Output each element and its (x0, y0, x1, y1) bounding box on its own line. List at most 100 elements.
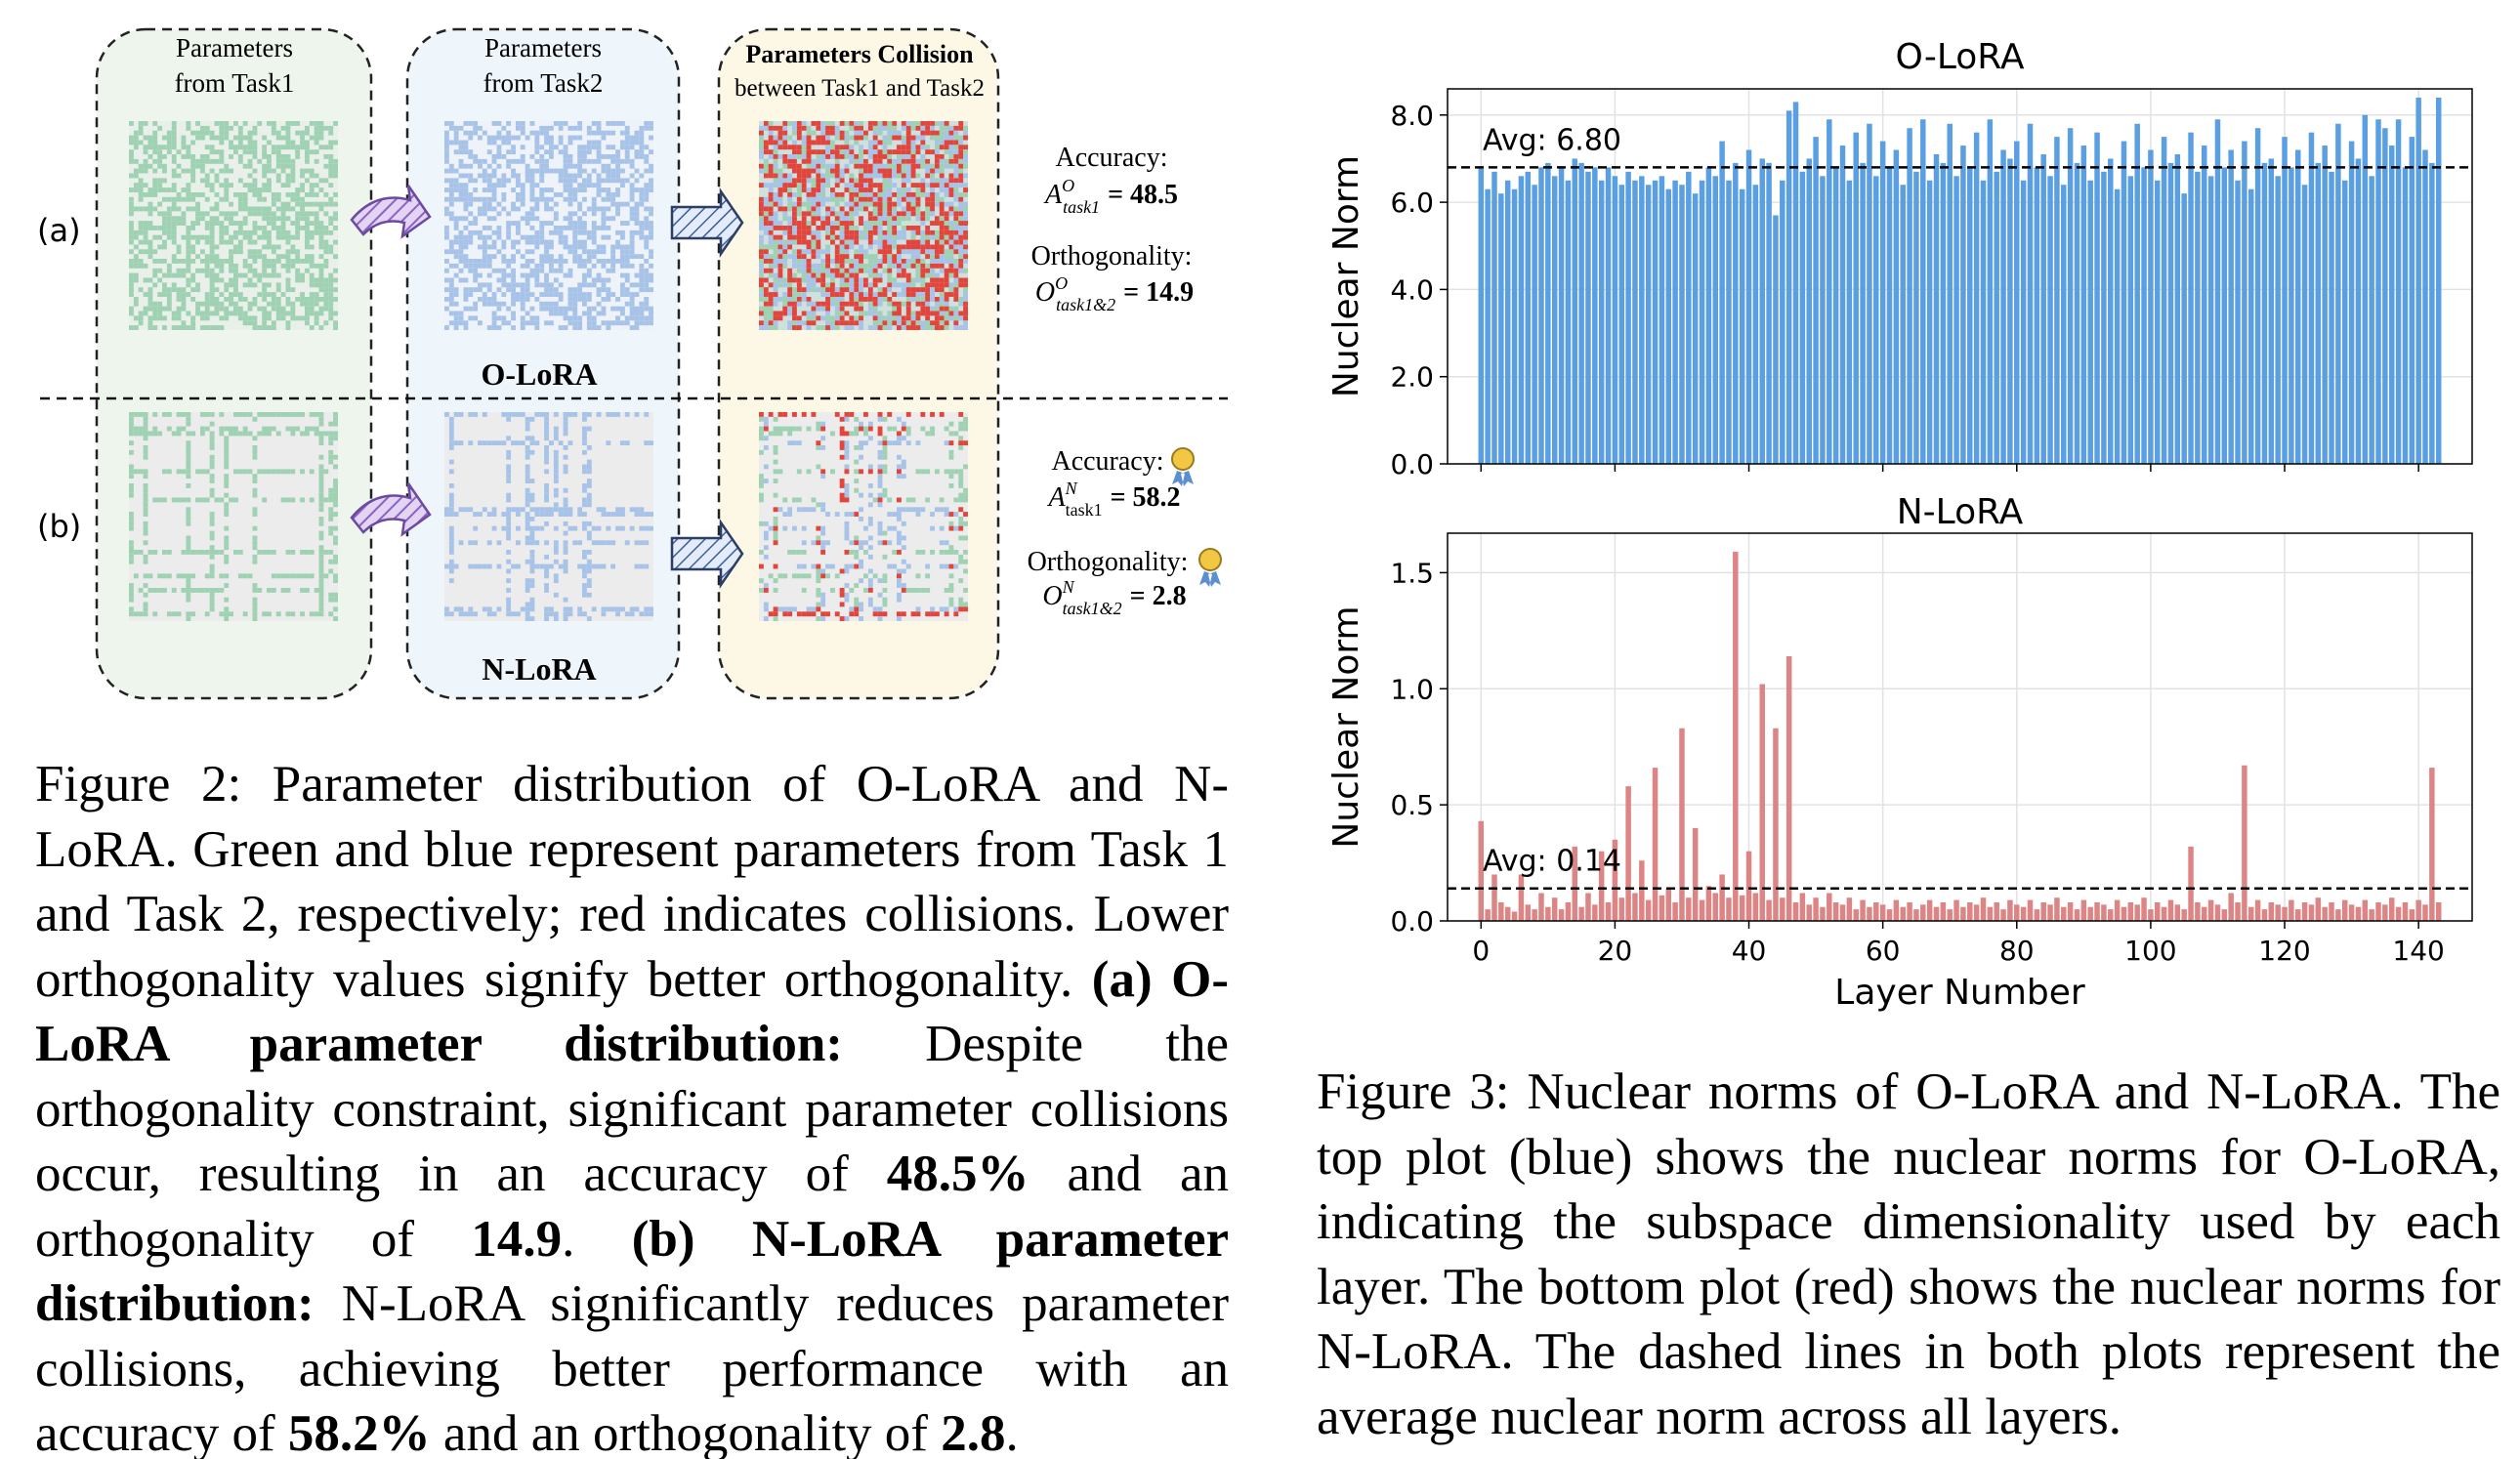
param-cell (152, 149, 158, 155)
param-cell (854, 135, 860, 141)
param-cell (887, 183, 893, 188)
param-cell (214, 311, 220, 316)
param-cell (309, 550, 315, 555)
param-cell (867, 226, 873, 230)
param-cell (511, 412, 516, 417)
param-cell (529, 121, 535, 126)
param-cell (186, 545, 191, 551)
param-cell (897, 315, 902, 321)
param-cell (905, 145, 911, 150)
param-cell (867, 272, 873, 278)
param-cell (649, 211, 653, 217)
param-cell (582, 282, 587, 288)
param-cell (816, 325, 821, 330)
param-cell (768, 163, 774, 169)
param-cell (195, 588, 200, 593)
param-cell (549, 301, 554, 307)
param-cell (214, 149, 220, 155)
param-cell (444, 226, 449, 230)
param-cell (958, 196, 964, 202)
param-cell (939, 140, 945, 146)
param-cell (806, 287, 812, 293)
param-cell (233, 412, 238, 417)
param-cell (787, 292, 793, 297)
param-cell (482, 226, 487, 230)
param-cell (958, 507, 964, 513)
param-cell (910, 158, 916, 164)
param-cell (204, 292, 210, 297)
param-cell (606, 259, 611, 264)
param-cell (252, 540, 258, 546)
param-cell (958, 421, 964, 427)
param-cell (204, 211, 210, 217)
param-cell (482, 249, 487, 255)
param-cell (953, 226, 959, 230)
param-cell (811, 263, 817, 269)
param-cell (318, 287, 324, 293)
param-cell (816, 287, 821, 293)
param-cell (925, 301, 931, 307)
param-cell (486, 183, 492, 188)
param-cell (214, 325, 220, 330)
param-cell (820, 149, 826, 155)
param-cell (887, 244, 893, 250)
param-cell (176, 292, 182, 297)
param-cell (925, 196, 931, 202)
param-cell (953, 292, 959, 297)
param-cell (563, 272, 568, 278)
param-cell (209, 474, 215, 479)
param-cell (318, 550, 324, 555)
param-cell (849, 272, 855, 278)
param-cell (905, 192, 911, 197)
param-cell (280, 211, 286, 217)
param-cell (882, 487, 888, 493)
param-cell (830, 282, 835, 288)
param-cell (242, 201, 248, 207)
param-cell (195, 221, 200, 226)
param-cell (171, 611, 177, 617)
param-cell (615, 507, 620, 513)
param-cell (859, 259, 863, 264)
param-cell (801, 540, 807, 546)
param-cell (186, 154, 191, 159)
param-cell (773, 426, 778, 432)
param-cell (811, 282, 817, 288)
param-cell (563, 502, 568, 508)
param-cell (849, 121, 855, 126)
param-cell (920, 268, 926, 273)
param-cell (486, 272, 492, 278)
param-cell (478, 282, 483, 288)
param-cell (925, 168, 931, 174)
param-cell (190, 196, 196, 202)
param-cell (143, 412, 148, 417)
param-cell (854, 188, 860, 192)
param-cell (280, 573, 286, 579)
param-cell (877, 201, 883, 207)
param-cell (224, 611, 230, 617)
param-cell (219, 234, 225, 240)
param-cell (200, 249, 205, 255)
param-cell (644, 611, 650, 617)
param-cell (867, 229, 873, 235)
param-cell (935, 259, 940, 264)
param-cell (553, 306, 559, 312)
param-cell (133, 325, 139, 330)
param-cell (939, 201, 945, 207)
param-cell (176, 192, 182, 197)
param-cell (763, 226, 769, 230)
param-cell (777, 254, 783, 260)
param-cell (333, 201, 338, 207)
param-cell (129, 597, 134, 603)
param-cell (195, 497, 200, 503)
param-cell (176, 306, 182, 312)
param-cell (854, 206, 860, 212)
param-cell (129, 521, 134, 526)
param-cell (309, 292, 315, 297)
param-cell (787, 244, 793, 250)
param-cell (615, 512, 620, 517)
param-cell (534, 196, 540, 202)
param-cell (925, 254, 931, 260)
param-cell (863, 201, 868, 207)
param-cell (820, 306, 826, 312)
param-cell (806, 158, 812, 164)
